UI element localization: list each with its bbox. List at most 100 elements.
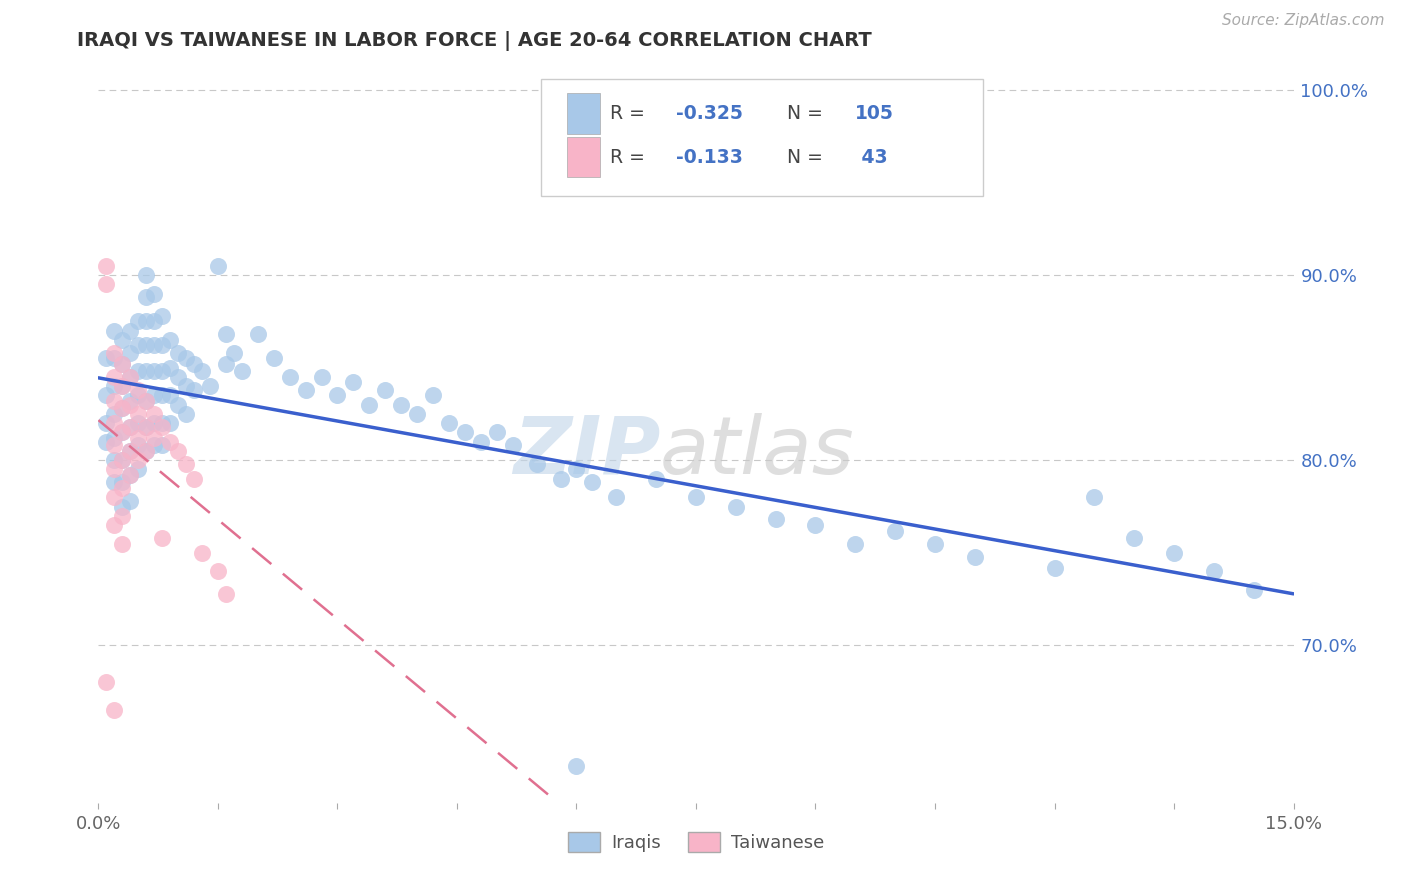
Point xyxy=(127,431,149,445)
Point xyxy=(135,420,157,434)
Point xyxy=(844,536,866,550)
Point xyxy=(111,357,134,371)
Point xyxy=(111,379,134,393)
Point xyxy=(231,364,253,378)
Point xyxy=(120,468,142,483)
Point xyxy=(120,370,142,384)
Point xyxy=(120,420,142,434)
Point xyxy=(159,416,181,430)
Point xyxy=(191,546,214,560)
Point xyxy=(103,394,125,409)
Point xyxy=(120,370,142,384)
Point xyxy=(278,370,301,384)
Point xyxy=(924,536,946,550)
Point xyxy=(485,425,508,440)
Point xyxy=(159,360,181,375)
Point xyxy=(389,398,412,412)
Point xyxy=(150,416,173,430)
Point xyxy=(135,338,157,352)
Point xyxy=(127,383,149,397)
Point xyxy=(326,388,349,402)
Text: N =: N = xyxy=(787,103,828,123)
Point xyxy=(174,351,197,366)
Point xyxy=(550,472,572,486)
Point xyxy=(143,286,166,301)
Point xyxy=(1123,531,1146,545)
Point xyxy=(174,457,197,471)
Point xyxy=(96,675,118,690)
FancyBboxPatch shape xyxy=(567,137,600,178)
Point xyxy=(222,346,245,360)
Point xyxy=(502,438,524,452)
Text: ZIP: ZIP xyxy=(513,413,661,491)
Point xyxy=(135,314,157,328)
Point xyxy=(565,462,588,476)
Point xyxy=(120,468,142,483)
Point xyxy=(111,475,134,490)
Point xyxy=(150,438,173,452)
Point xyxy=(127,462,149,476)
Point xyxy=(143,438,166,452)
Point xyxy=(111,425,134,440)
Point xyxy=(150,531,173,545)
Point xyxy=(96,259,118,273)
Point xyxy=(150,364,173,378)
Point xyxy=(215,586,238,600)
Point xyxy=(406,407,429,421)
Point xyxy=(1243,582,1265,597)
Point xyxy=(150,388,173,402)
Point xyxy=(159,388,181,402)
Point xyxy=(150,338,173,352)
Point xyxy=(183,383,205,397)
Point xyxy=(103,416,125,430)
Point xyxy=(120,398,142,412)
Point xyxy=(111,481,134,495)
Point xyxy=(191,364,214,378)
Point xyxy=(103,379,125,393)
Point xyxy=(111,453,134,467)
Legend: Iraqis, Taiwanese: Iraqis, Taiwanese xyxy=(561,824,831,860)
Point xyxy=(103,518,125,533)
Text: atlas: atlas xyxy=(661,413,855,491)
Point xyxy=(127,314,149,328)
Point xyxy=(174,407,197,421)
Point xyxy=(135,290,157,304)
Point xyxy=(103,453,125,467)
FancyBboxPatch shape xyxy=(541,78,983,195)
Point xyxy=(96,416,118,430)
Point xyxy=(183,357,205,371)
Point xyxy=(111,357,134,371)
Point xyxy=(150,420,173,434)
Point xyxy=(111,379,134,393)
Text: 43: 43 xyxy=(855,148,887,167)
Point xyxy=(215,327,238,342)
Point xyxy=(437,416,460,430)
Point xyxy=(135,394,157,409)
Point xyxy=(120,444,142,458)
Point xyxy=(103,431,125,445)
Point xyxy=(765,512,787,526)
Point xyxy=(159,333,181,347)
Point xyxy=(103,703,125,717)
Point xyxy=(111,401,134,416)
Point xyxy=(120,394,142,409)
Point xyxy=(422,388,444,402)
Text: 105: 105 xyxy=(855,103,894,123)
Point xyxy=(311,370,333,384)
Point xyxy=(294,383,316,397)
Text: -0.325: -0.325 xyxy=(676,103,742,123)
Point xyxy=(143,364,166,378)
Text: R =: R = xyxy=(610,103,651,123)
Point xyxy=(143,431,166,445)
Point xyxy=(120,420,142,434)
Point xyxy=(111,453,134,467)
Point xyxy=(103,438,125,452)
Point xyxy=(127,416,149,430)
Point xyxy=(470,434,492,449)
Point xyxy=(167,346,190,360)
Point xyxy=(263,351,285,366)
Point xyxy=(111,500,134,514)
Point xyxy=(150,309,173,323)
Point xyxy=(605,490,627,504)
Text: -0.133: -0.133 xyxy=(676,148,742,167)
